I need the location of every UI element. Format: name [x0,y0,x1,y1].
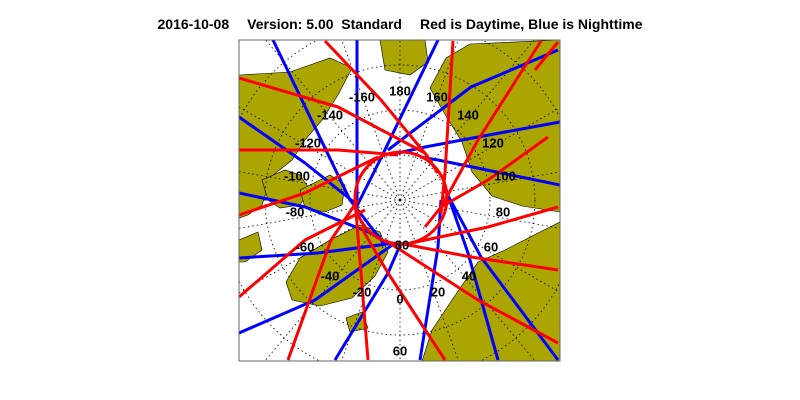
longitude-line [265,40,401,201]
longitude-label: -80 [286,204,305,219]
day-track [359,226,447,361]
longitude-label: 80 [496,204,510,219]
land-polygon [429,40,560,213]
latitude-label: 80 [395,237,409,252]
day-track [533,41,560,71]
latitude-circle [239,40,560,361]
longitude-line [399,40,459,201]
longitude-label: 20 [431,284,445,299]
day-track-circle [353,150,449,246]
longitude-label: 40 [462,268,476,283]
night-track [443,186,500,361]
longitude-label: 0 [396,291,403,306]
night-track [418,199,443,361]
date-label: 2016-10-08 [157,16,230,32]
night-track [397,120,560,155]
longitude-label: 140 [457,107,479,122]
day-track [397,241,559,272]
day-track [384,238,559,345]
longitude-label: -60 [296,239,315,254]
day-track [439,40,455,214]
land-polygon [379,40,429,76]
night-track [239,241,396,335]
longitude-line [399,40,535,201]
legend-label: Red is Daytime, Blue is Nighttime [419,16,643,32]
longitude-line [341,199,401,361]
latitude-label: 60 [393,343,407,358]
night-track [387,48,559,152]
longitude-line [399,199,560,229]
day-track [353,199,370,361]
day-track [239,148,399,157]
longitude-line [399,107,560,201]
longitude-line [399,199,560,293]
longitude-line [399,199,459,361]
day-track [286,199,360,361]
longitude-label: -160 [349,89,375,104]
longitude-label: -100 [284,168,310,183]
longitude-label: 120 [482,135,504,150]
night-track [239,241,396,260]
longitude-label: 60 [484,239,498,254]
map-frame [238,39,561,362]
version-label: Version: 5.00 Standard [247,16,402,32]
longitude-label: -40 [321,268,340,283]
day-track [239,155,379,217]
night-track [353,40,440,211]
longitude-label: -20 [353,284,372,299]
night-track [239,115,356,205]
day-track [410,205,559,245]
chart-title: 2016-10-08 Version: 5.00 Standard Red is D… [0,16,800,32]
day-track [323,40,430,158]
longitude-label: 160 [426,89,448,104]
longitude-label: 100 [494,168,516,183]
night-track [239,191,382,239]
longitude-line [341,40,401,201]
longitude-label: 180 [389,83,411,98]
longitude-label: -120 [295,135,321,150]
longitude-label: -140 [317,107,343,122]
day-track [436,40,543,214]
day-track [423,135,549,228]
satellite-tracks [239,40,560,361]
